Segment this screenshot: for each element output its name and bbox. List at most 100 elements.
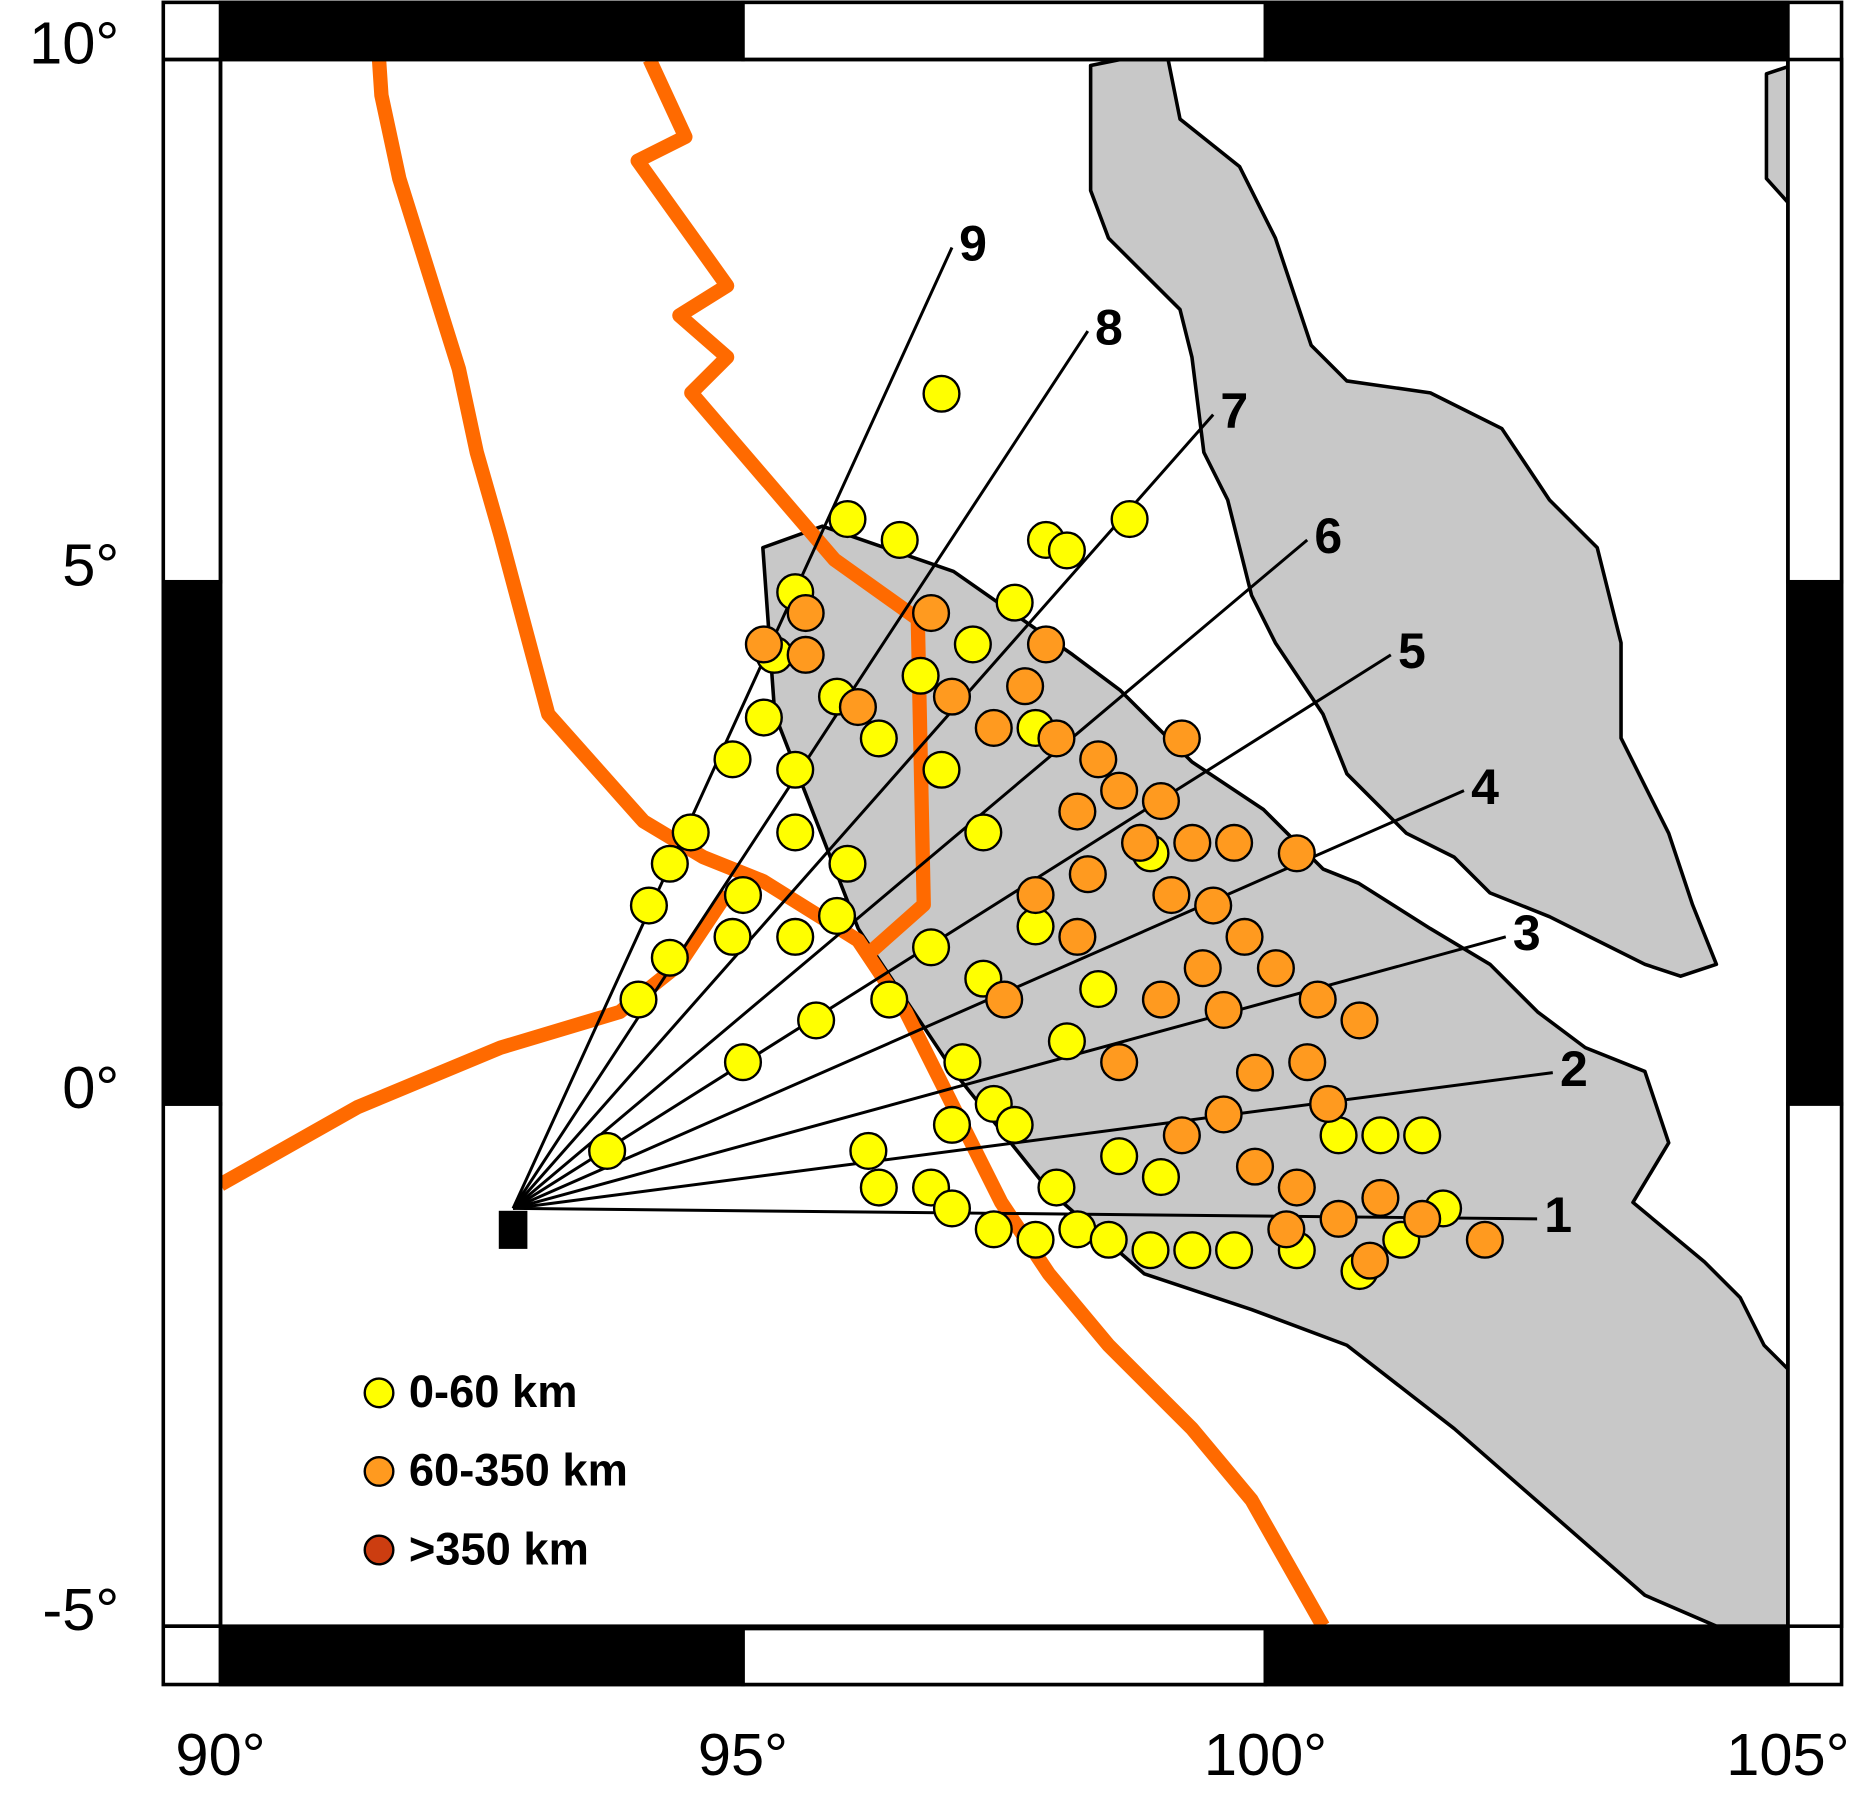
earthquake [974, 708, 1013, 748]
earthquake [1037, 719, 1076, 758]
x-tick-label: 95° [698, 1721, 788, 1788]
earthquake [1173, 823, 1212, 862]
frame-bar [1263, 0, 1790, 62]
earthquake [786, 594, 825, 633]
earthquake [1215, 1231, 1254, 1270]
earthquake [870, 980, 909, 1019]
earthquake [943, 1043, 982, 1082]
earthquake [671, 813, 710, 852]
earthquake [1152, 876, 1191, 915]
sumatra [761, 524, 1790, 1628]
earthquake [922, 374, 961, 413]
earthquake [1016, 876, 1055, 915]
labels: 1 2 3 4 5 6 7 8 9 90° 95° 100° 105° -5° 0° 5° 10° 0-60 km… [29, 9, 1849, 1788]
profile-label: 9 [959, 216, 987, 272]
profile-origin [498, 1210, 528, 1249]
earthquake [859, 719, 898, 758]
earthquake [995, 583, 1034, 622]
earthquake [1361, 1116, 1400, 1155]
earthquake [1403, 1116, 1442, 1155]
profile-line [511, 413, 1215, 1210]
earthquake [713, 740, 752, 779]
earthquake [1298, 980, 1337, 1019]
profile-line [512, 1071, 1553, 1210]
earthquake [1162, 719, 1201, 758]
earthquake [776, 917, 815, 956]
frame-bar [218, 0, 745, 62]
profile-label: 2 [1560, 1041, 1588, 1097]
profile-label: 8 [1095, 299, 1123, 355]
earthquakes [588, 374, 1504, 1291]
earthquake [1183, 949, 1222, 988]
earthquake [1120, 823, 1160, 862]
profile-label: 5 [1398, 623, 1426, 679]
x-tick-label: 100° [1204, 1721, 1327, 1788]
earthquake [901, 656, 940, 695]
earthquake [1141, 980, 1181, 1019]
profile-line [513, 1206, 1538, 1221]
earthquake [1256, 949, 1295, 988]
earthquake [1173, 1231, 1212, 1270]
frame-bar [1263, 1626, 1790, 1687]
earthquake [797, 1001, 836, 1040]
profile-label: 1 [1544, 1187, 1572, 1243]
earthquake [1047, 531, 1086, 570]
profile-label: 7 [1220, 383, 1248, 439]
earthquake [1361, 1178, 1400, 1218]
earthquake [1110, 500, 1149, 539]
earthquake [964, 813, 1003, 852]
earthquake [1309, 1084, 1348, 1124]
profile-line [512, 935, 1507, 1210]
frame-bar [1786, 57, 1844, 584]
legend-marker [363, 1455, 395, 1487]
legend-label: 60-350 km [409, 1445, 628, 1496]
earthquake [1047, 1022, 1086, 1061]
legend-label: >350 km [409, 1523, 589, 1574]
earthquake [1079, 740, 1118, 779]
earthquake [1058, 792, 1097, 831]
earthquake [838, 688, 877, 727]
earthquake [744, 698, 783, 737]
frame-bar [1786, 579, 1844, 1106]
earthquake [1225, 917, 1264, 956]
earthquake [650, 844, 689, 883]
earthquake [1016, 1220, 1055, 1259]
earthquake [1340, 1001, 1379, 1040]
earthquake [1288, 1043, 1327, 1082]
profile-label: 6 [1314, 508, 1342, 564]
earthquake [723, 876, 763, 915]
earthquake [744, 625, 783, 664]
profile-line [512, 653, 1392, 1210]
frame-bar [218, 1626, 745, 1687]
earthquake [1100, 1043, 1139, 1082]
earthquake [713, 917, 752, 956]
y-tick-label: 5° [62, 532, 119, 599]
earthquake [1277, 834, 1316, 873]
earthquake [1068, 855, 1107, 894]
earthquake [880, 520, 919, 560]
earthquake [619, 980, 658, 1019]
earthquake [1100, 1137, 1139, 1176]
earthquake [859, 1168, 898, 1207]
earthquake [588, 1131, 627, 1171]
earthquake [911, 928, 951, 967]
earthquake [953, 625, 992, 664]
y-tick-label: -5° [42, 1576, 119, 1643]
earthquake [1465, 1220, 1504, 1259]
profile-label: 3 [1513, 905, 1541, 961]
earthquake [932, 1189, 972, 1228]
earthquake [1267, 1210, 1306, 1249]
earthquake [1235, 1147, 1275, 1186]
legend-label: 0-60 km [409, 1366, 578, 1417]
profile-label: 4 [1471, 759, 1499, 815]
y-tick-label: 10° [29, 9, 119, 76]
earthquake [1006, 667, 1045, 706]
earthquake [911, 594, 951, 633]
frame [161, 0, 1844, 1687]
earthquake [922, 750, 961, 789]
earthquake [1319, 1199, 1358, 1238]
profile-line [512, 538, 1309, 1210]
earthquake [723, 1043, 763, 1082]
earthquake [1131, 1231, 1170, 1270]
